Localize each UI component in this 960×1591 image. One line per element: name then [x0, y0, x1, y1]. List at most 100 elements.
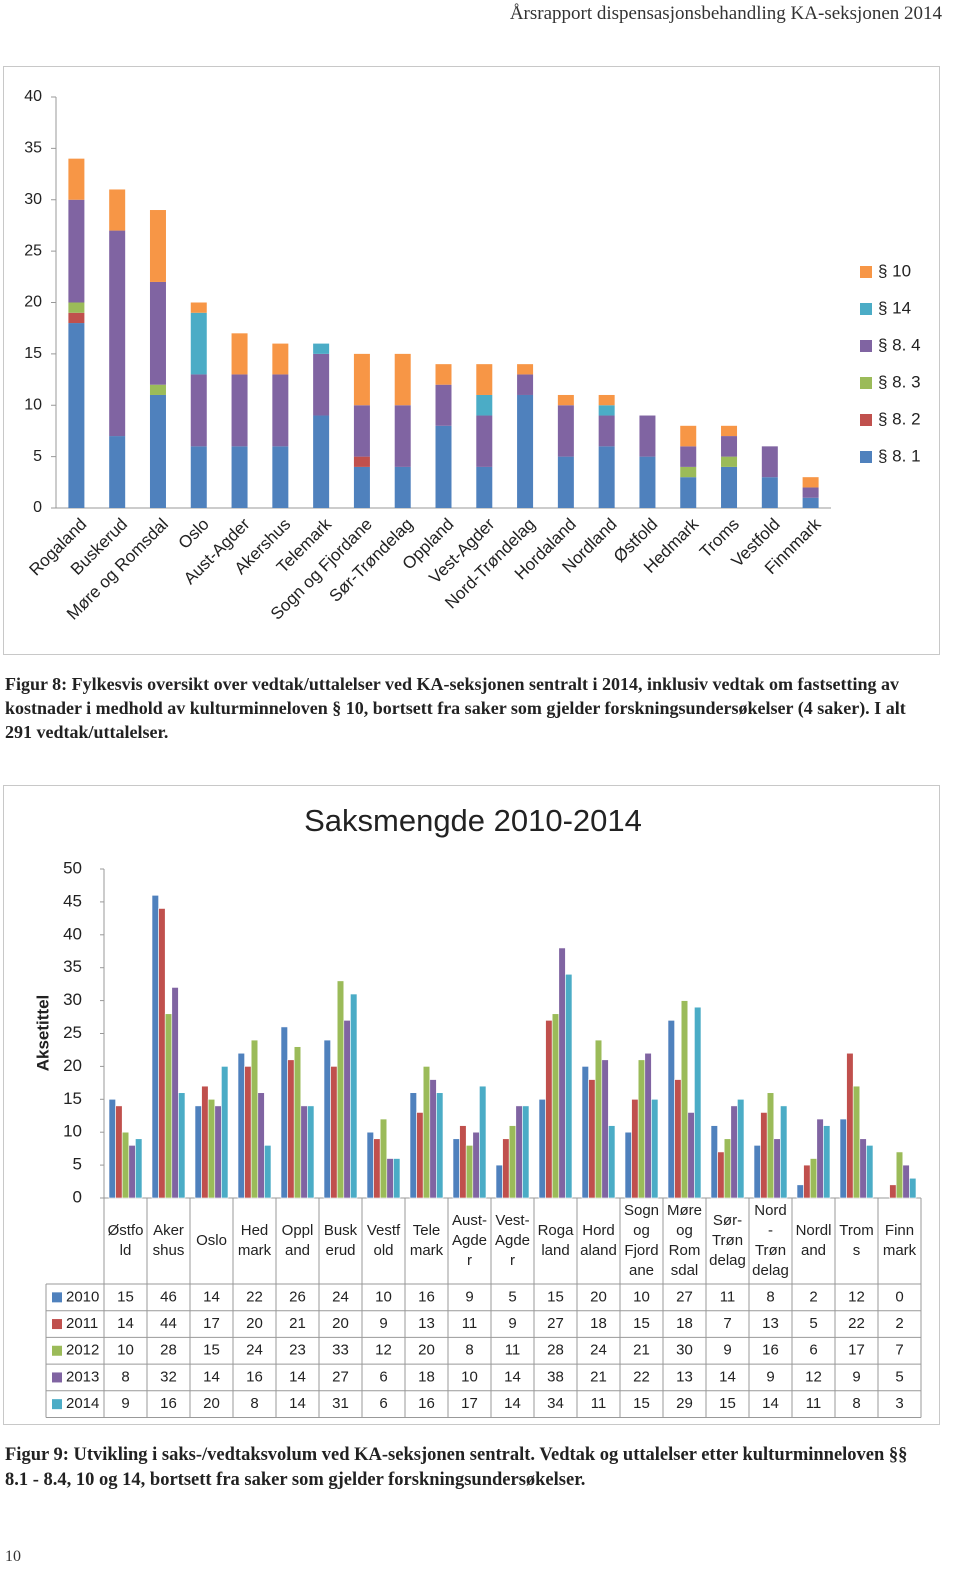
bar-segment — [721, 436, 738, 457]
bar — [723, 1138, 732, 1199]
bar-segment — [761, 446, 778, 478]
bar — [594, 1039, 603, 1199]
table-value: 18 — [590, 1315, 607, 1332]
legend-label: § 8. 3 — [878, 372, 921, 391]
table-value: 44 — [160, 1315, 177, 1332]
table-value: 24 — [590, 1342, 607, 1359]
bar — [889, 1184, 897, 1199]
table-value: 12 — [375, 1342, 392, 1359]
table-value: 10 — [633, 1288, 650, 1305]
bar-segment — [109, 189, 126, 231]
bar — [710, 1125, 718, 1199]
table-value: 9 — [852, 1368, 860, 1385]
bar-segment — [68, 199, 85, 303]
bar — [760, 1112, 768, 1199]
table-value: 14 — [504, 1368, 521, 1385]
table-value: 33 — [332, 1342, 349, 1359]
table-value: 15 — [117, 1288, 134, 1305]
table-value: 26 — [289, 1288, 306, 1305]
bar — [909, 1177, 917, 1199]
y-tick-label: 15 — [24, 345, 42, 362]
bar-segment — [517, 374, 534, 395]
bar — [108, 1098, 116, 1199]
bar-segment — [680, 477, 697, 508]
bar — [115, 1105, 123, 1199]
table-value: 16 — [418, 1288, 435, 1305]
legend-swatch — [860, 303, 872, 315]
bar-segment — [721, 456, 738, 467]
bar — [264, 1145, 272, 1199]
table-value: 14 — [203, 1288, 220, 1305]
bar — [429, 1079, 437, 1199]
bar — [601, 1059, 609, 1199]
table-value: 21 — [289, 1315, 306, 1332]
x-tick-label: Buskerud — [323, 1222, 358, 1259]
table-value: 8 — [852, 1395, 860, 1412]
x-tick-label: Vest-Agder — [494, 1212, 531, 1269]
table-value: 8 — [465, 1342, 473, 1359]
table-value: 22 — [848, 1315, 865, 1332]
bar — [737, 1098, 745, 1199]
table-value: 27 — [332, 1368, 349, 1385]
bar — [121, 1131, 130, 1199]
legend-swatch — [860, 340, 872, 352]
page-number: 10 — [5, 1548, 21, 1565]
table-value: 8 — [121, 1368, 129, 1385]
bar-segment — [761, 477, 778, 508]
x-tick-label: Østfold — [107, 1222, 144, 1259]
bar — [214, 1105, 222, 1199]
bar-segment — [802, 477, 819, 488]
bar — [694, 1006, 702, 1199]
table-value: 15 — [633, 1395, 650, 1412]
y-tick-label: 5 — [73, 1155, 82, 1174]
y-tick-label: 20 — [63, 1056, 82, 1075]
table-value: 10 — [117, 1342, 134, 1359]
bar — [608, 1125, 616, 1199]
table-value: 23 — [289, 1342, 306, 1359]
table-value: 14 — [762, 1395, 779, 1412]
bar — [651, 1098, 659, 1199]
y-tick-label: 30 — [24, 191, 42, 208]
bar-segment — [149, 384, 166, 395]
bar — [472, 1131, 480, 1199]
bar — [343, 1020, 351, 1199]
bar-segment — [680, 425, 697, 447]
table-value: 2 — [895, 1315, 903, 1332]
bar-segment — [394, 405, 411, 467]
table-value: 14 — [203, 1368, 220, 1385]
x-tick-label: Oslo — [196, 1232, 227, 1249]
legend-label: § 8. 1 — [878, 446, 921, 465]
y-tick-label: 10 — [63, 1122, 82, 1141]
table-value: 5 — [895, 1368, 903, 1385]
bar-segment — [802, 497, 819, 508]
bar — [330, 1066, 338, 1199]
x-tick-label: Rogaland — [537, 1222, 574, 1259]
bar — [178, 1092, 186, 1199]
bar — [350, 993, 358, 1199]
table-value: 13 — [418, 1315, 435, 1332]
table-value: 20 — [332, 1315, 349, 1332]
table-value: 28 — [547, 1342, 564, 1359]
bar-segment — [435, 364, 452, 385]
table-value: 5 — [508, 1288, 516, 1305]
x-tick-label: Troms — [839, 1222, 874, 1259]
x-tick-label: Aust-Agder — [451, 1212, 488, 1269]
table-value: 16 — [160, 1395, 177, 1412]
bar — [588, 1079, 596, 1199]
x-tick-label: Hedmark — [237, 1222, 272, 1259]
bar-segment — [476, 364, 493, 395]
bar — [250, 1039, 259, 1199]
bar — [558, 947, 566, 1199]
bar-segment — [109, 230, 126, 437]
y-tick-label: 40 — [63, 924, 82, 943]
bar-segment — [394, 466, 411, 508]
bar-segment — [557, 456, 574, 508]
bar-segment — [517, 364, 534, 375]
table-value: 9 — [723, 1342, 731, 1359]
bar — [422, 1066, 431, 1199]
bar — [581, 1066, 589, 1199]
bar-segment — [680, 466, 697, 478]
bar — [545, 1020, 553, 1199]
x-tick-label: Oppland — [281, 1222, 314, 1259]
